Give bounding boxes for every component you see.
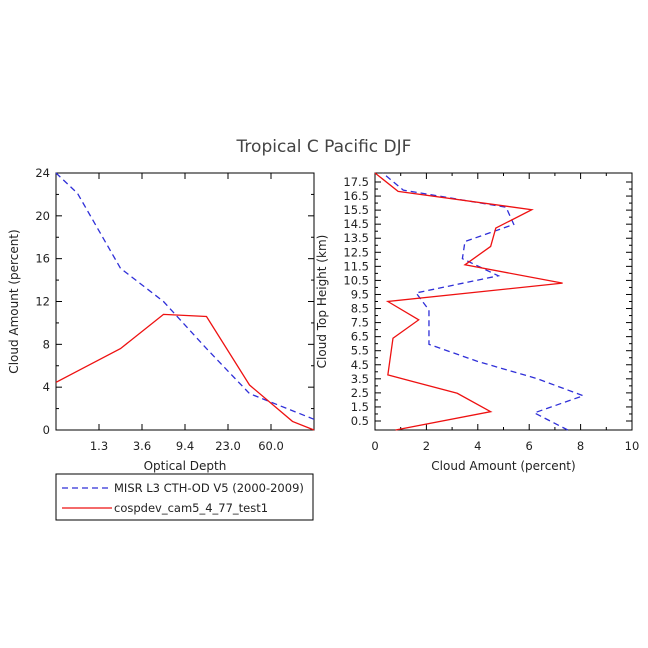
right-y-tick-label: 10.5 [343, 273, 369, 287]
left-y-tick-label: 0 [43, 423, 50, 437]
right-x-tick-label: 8 [577, 439, 584, 453]
right-y-tick-label: 15.5 [343, 203, 369, 217]
right-y-tick-label: 7.5 [351, 316, 369, 330]
right-y-tick-label: 11.5 [343, 259, 369, 273]
legend-box [55, 473, 314, 521]
left-x-tick-label: 60.0 [258, 439, 284, 453]
left-y-tick-label: 4 [43, 380, 50, 394]
right-y-tick-label: 14.5 [343, 217, 369, 231]
left-y-tick-label: 24 [35, 166, 50, 180]
left-x-tick-label: 3.6 [133, 439, 151, 453]
left-y-tick-label: 20 [35, 209, 50, 223]
right-x-tick-label: 0 [371, 439, 378, 453]
right-y-tick-label: 17.5 [343, 175, 369, 189]
right-y-tick-label: 16.5 [343, 189, 369, 203]
right-y-tick-label: 13.5 [343, 231, 369, 245]
right-x-tick-label: 6 [526, 439, 533, 453]
left-x-axis-label: Optical Depth [144, 459, 227, 473]
right-y-tick-label: 1.5 [351, 400, 369, 414]
right-x-tick-label: 4 [474, 439, 481, 453]
left-series-misr [55, 172, 315, 420]
legend: MISR L3 CTH-OD V5 (2000-2009) cospdev_ca… [55, 473, 314, 521]
right-x-axis-label: Cloud Amount (percent) [431, 459, 575, 473]
right-y-tick-label: 6.5 [351, 330, 369, 344]
left-series-cosp [55, 313, 315, 431]
left-y-tick-label: 8 [43, 337, 50, 351]
right-series-line [382, 172, 586, 431]
legend-label-cosp: cospdev_cam5_4_77_test1 [114, 501, 268, 515]
right-y-tick-label: 4.5 [351, 358, 369, 372]
left-x-tick-label: 23.0 [215, 439, 241, 453]
left-chart: 0 4 8 12 16 20 24 1.3 3.6 9.4 23.0 60.0 Optical Dept… [7, 166, 315, 473]
right-y-axis-label: Cloud Top Height (km) [315, 235, 329, 369]
right-y-tick-label: 3.5 [351, 372, 369, 386]
left-series-line [55, 172, 315, 420]
right-y-tick-label: 9.5 [351, 287, 369, 301]
right-y-tick-label: 2.5 [351, 386, 369, 400]
left-series-line [55, 313, 315, 431]
right-y-tick-label: 0.5 [351, 414, 369, 428]
right-chart: 0.51.52.53.54.55.56.57.58.59.510.511.512… [315, 172, 640, 473]
right-series-cosp [374, 172, 563, 431]
left-y-axis-label: Cloud Amount (percent) [7, 229, 21, 373]
right-y-tick-label: 8.5 [351, 302, 369, 316]
figure-title: Tropical C Pacific DJF [236, 137, 412, 157]
left-x-tick-label: 1.3 [90, 439, 108, 453]
legend-label-misr: MISR L3 CTH-OD V5 (2000-2009) [114, 481, 304, 495]
left-y-tick-label: 16 [35, 252, 50, 266]
right-y-tick-label: 5.5 [351, 344, 369, 358]
right-series-misr [382, 172, 586, 431]
right-x-tick-label: 10 [625, 439, 640, 453]
right-x-tick-label: 2 [423, 439, 430, 453]
left-x-tick-label: 9.4 [176, 439, 194, 453]
left-y-tick-label: 12 [35, 295, 50, 309]
right-y-tick-label: 12.5 [343, 245, 369, 259]
